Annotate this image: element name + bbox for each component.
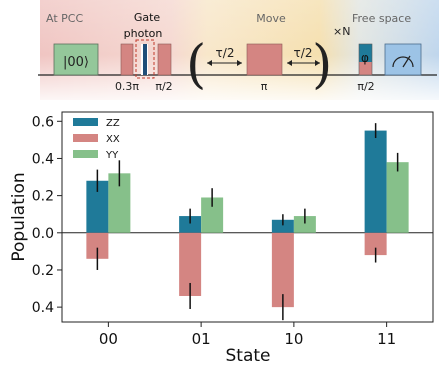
legend-swatch-yy	[73, 150, 98, 158]
x-tick-label: 00	[99, 330, 118, 348]
pulse-pi2-b-label: π/2	[357, 80, 374, 93]
bar-zz-11	[364, 130, 387, 233]
right-parenthesis: )	[312, 35, 332, 95]
pulse-03pi-label: 0.3π	[115, 80, 139, 93]
tau-right-arrowhead-l	[287, 60, 292, 66]
left-parenthesis: (	[186, 35, 206, 95]
bar-xx-00	[86, 232, 109, 259]
bar-zz-10	[271, 219, 294, 233]
tau-left-label: τ/2	[216, 46, 235, 60]
pulse-pi	[246, 43, 283, 76]
population-chart: 0.6 0.4 0.2 0.0 0.2 0.4 00 01 10 11 Population S…	[9, 111, 434, 365]
pulse-pi2-a-label: π/2	[155, 80, 172, 93]
y-tick-label: 0.4	[32, 300, 54, 316]
phase-pulse-outline	[358, 43, 373, 76]
y-axis-label: Population	[9, 172, 29, 261]
tau-left-arrowhead-l	[207, 60, 212, 66]
y-tick-label: 0.2	[32, 189, 54, 205]
bar-yy-00	[108, 173, 131, 233]
bar-zz-01	[179, 216, 202, 233]
section-label-free-space: Free space	[352, 12, 411, 25]
meter-needle	[402, 55, 411, 68]
x-tick-label: 10	[284, 330, 303, 348]
tau-right-arrowhead-r	[315, 60, 320, 66]
bar-zz-00	[86, 180, 109, 233]
legend-label-zz: ZZ	[106, 118, 120, 129]
y-tick-label: 0.0	[32, 226, 54, 242]
y-tick-label: 0.4	[32, 151, 54, 167]
pulse-schematic: At PCC Move Free space Gate photon |00⟩ …	[38, 0, 439, 100]
phase-label: φ	[361, 51, 369, 65]
section-label-move: Move	[256, 12, 286, 25]
pulse-pi-label: π	[261, 80, 268, 93]
x-axis-label: State	[226, 346, 271, 365]
legend-swatch-zz	[73, 118, 98, 126]
measurement-box	[384, 43, 422, 76]
photon-gate-box	[135, 39, 155, 79]
tau-left-arrowhead-r	[237, 60, 242, 66]
pulse-03pi	[120, 43, 134, 76]
y-tick-label: 0.2	[32, 263, 54, 279]
section-label-pcc: At PCC	[46, 12, 83, 25]
x-tick-label: 11	[377, 330, 396, 348]
y-tick-label: 0.6	[32, 114, 54, 130]
legend: ZZ XX YY	[73, 118, 120, 161]
initial-state-label: |00⟩	[63, 55, 89, 70]
plot-frame	[61, 111, 434, 323]
legend-label-yy: YY	[105, 150, 119, 161]
bar-xx-01	[179, 232, 202, 296]
x-ticks: 00 01 10 11	[99, 322, 396, 348]
legend-label-xx: XX	[106, 134, 120, 145]
initial-state-box	[53, 43, 99, 76]
phase-pulse-bottom	[359, 62, 372, 75]
photon-pulse	[143, 44, 147, 75]
bar-yy-01	[201, 197, 224, 233]
bar-yy-10	[293, 216, 316, 233]
bar-yy-11	[386, 162, 409, 233]
gate-label: Gate	[134, 11, 161, 24]
phase-pulse-top	[359, 44, 372, 62]
photon-label: photon	[124, 27, 163, 40]
bar-xx-11	[364, 232, 387, 256]
repeat-label: ×N	[333, 25, 350, 38]
legend-swatch-xx	[73, 134, 98, 142]
bars	[86, 123, 409, 321]
x-tick-label: 01	[192, 330, 211, 348]
schematic-fade	[40, 0, 439, 100]
meter-icon	[392, 56, 414, 68]
y-ticks: 0.6 0.4 0.2 0.0 0.2 0.4	[32, 114, 62, 316]
tau-right-label: τ/2	[294, 46, 313, 60]
bar-xx-10	[271, 232, 294, 308]
pulse-pi2-a	[157, 43, 172, 76]
